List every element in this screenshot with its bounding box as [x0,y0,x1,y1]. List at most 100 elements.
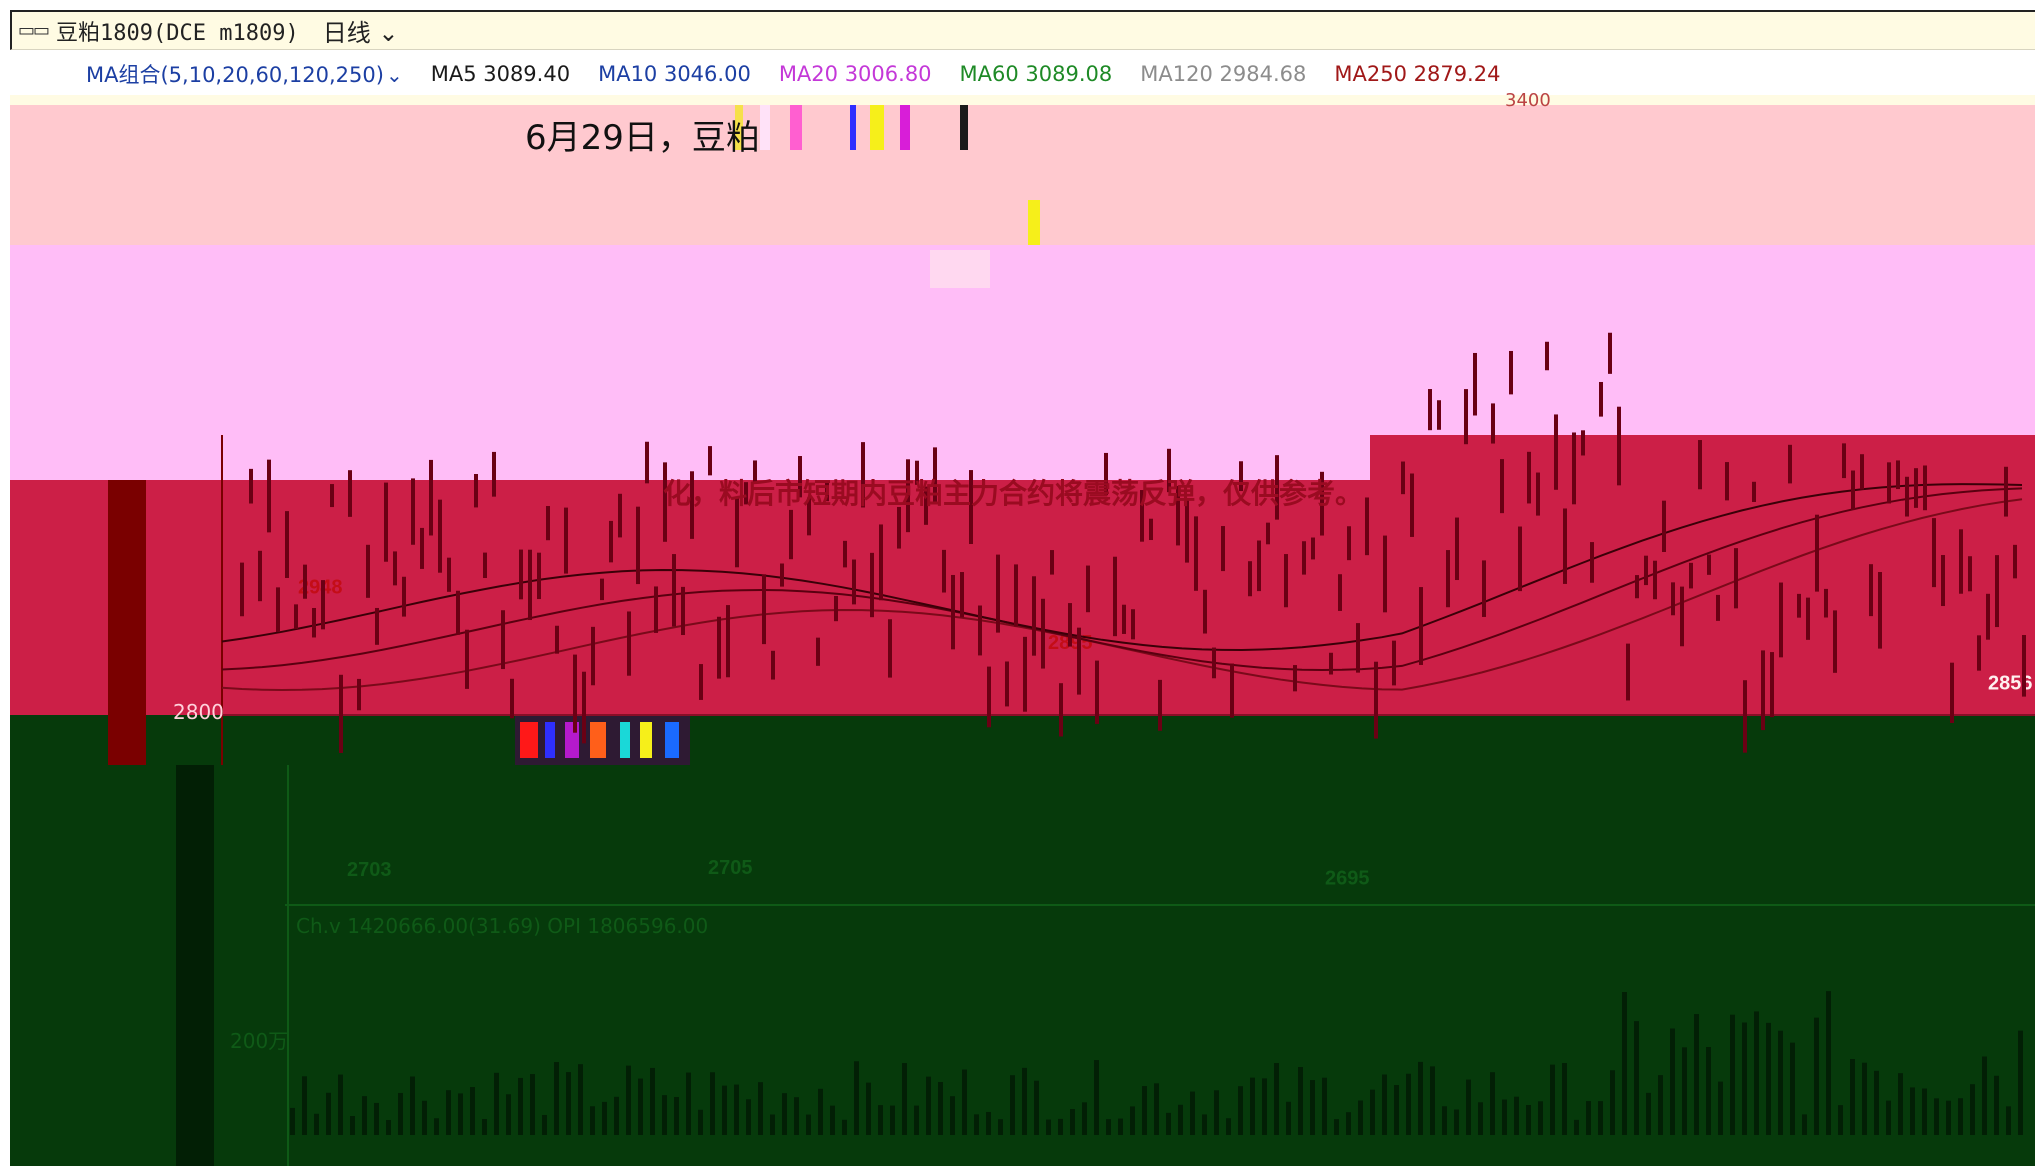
volume-bar [434,1118,439,1135]
candle [681,586,685,636]
volume-bar [1838,1105,1843,1135]
volume-bar [782,1093,787,1135]
candle [1905,476,1909,517]
candle [1653,560,1657,600]
volume-bar [350,1115,355,1135]
candle [1446,550,1450,608]
candle [1473,352,1477,416]
candle [1365,497,1369,556]
volume-bar [1586,1101,1591,1135]
candle [1860,454,1864,490]
volume-bar [314,1113,319,1135]
candle [456,590,460,635]
volume-bar [1826,991,1831,1135]
candle [1779,582,1783,658]
candle [816,637,820,666]
candle [1734,548,1738,609]
volume-bar [1334,1119,1339,1135]
candle [1554,414,1558,490]
candle [1266,522,1270,545]
candle [789,509,793,560]
candle [1833,610,1837,673]
volume-bar [602,1101,607,1135]
volume-bar [1670,1028,1675,1135]
candle [1509,350,1513,395]
candle [447,557,451,592]
volume-bar [986,1111,991,1135]
volume-bar [1226,1118,1231,1135]
volume-bar [1298,1067,1303,1135]
candle [1599,381,1603,417]
light-pink-band [10,105,2035,245]
period-label: 日线 [322,19,371,47]
candle [1230,663,1234,718]
volume-bar [1850,1059,1855,1135]
volume-bar [950,1096,955,1135]
ma-combo-label: MA组合(5,10,20,60,120,250) [86,63,384,87]
candle [1527,451,1531,504]
legend-ma5: MA5 3089.40 [430,62,571,86]
price-label: 2695 [1325,867,1370,889]
candle [1302,541,1306,575]
volume-bar [422,1100,427,1135]
candle [1959,529,1963,594]
candle [636,506,640,585]
glitch-strips [515,105,1040,765]
volume-bar [1070,1109,1075,1135]
volume-bar [1178,1104,1183,1135]
volume-bar [638,1078,643,1135]
volume-bar [1814,1017,1819,1135]
volume-bar [1442,1106,1447,1135]
candle [492,451,496,497]
period-selector[interactable]: 日线 ⌄ [323,13,399,48]
volume-bar [1370,1089,1375,1135]
volume-bar [1034,1080,1039,1135]
candle [402,576,406,617]
candle [474,474,478,508]
volume-bar [1790,1042,1795,1135]
contract-symbol[interactable]: 豆粕1809(DCE m1809) [56,20,299,46]
volume-bar [926,1076,931,1135]
price-labels: 2948 2895 2856 2703 2705 2695 [298,576,2033,889]
volume-bar [554,1062,559,1135]
volume-bar [662,1095,667,1135]
ma-combo-selector[interactable]: MA组合(5,10,20,60,120,250) ⌄ [86,59,403,89]
volume-bar [1022,1067,1027,1135]
volume-bar [1358,1100,1363,1135]
candle [1536,472,1540,516]
volume-bar [818,1088,823,1135]
candle [951,574,955,650]
candle [843,540,847,568]
candle [2004,466,2008,517]
window-icon[interactable]: ▭▭ [18,20,50,41]
headline-annotation: 6月29日，豆粕 [525,118,760,158]
candle [942,549,946,593]
candle [393,551,397,586]
candle [1617,406,1621,486]
volume-bar [1310,1080,1315,1135]
pink-block-left [10,290,1370,480]
candle [1383,535,1387,613]
candle [1482,560,1486,617]
price-label: 2948 [298,576,343,598]
candle [996,554,1000,633]
volume-bar [1106,1119,1111,1135]
candle [879,524,883,601]
candle [1887,462,1891,504]
candle [1113,556,1117,637]
candle [1932,518,1936,588]
volume-bar [1286,1101,1291,1135]
volume-bar [614,1096,619,1135]
legend-ma20: MA20 3006.80 [778,62,932,86]
title-bar: ▭▭ 豆粕1809(DCE m1809) 日线 ⌄ [10,10,2035,50]
candle [555,625,559,654]
candle [1914,468,1918,508]
volume-bar [1874,1070,1879,1135]
candle [1851,470,1855,511]
volume-bar [1610,1070,1615,1135]
volume-bar [1322,1077,1327,1135]
volume-bar [878,1105,883,1135]
candle [1662,500,1666,552]
candle [258,550,262,602]
